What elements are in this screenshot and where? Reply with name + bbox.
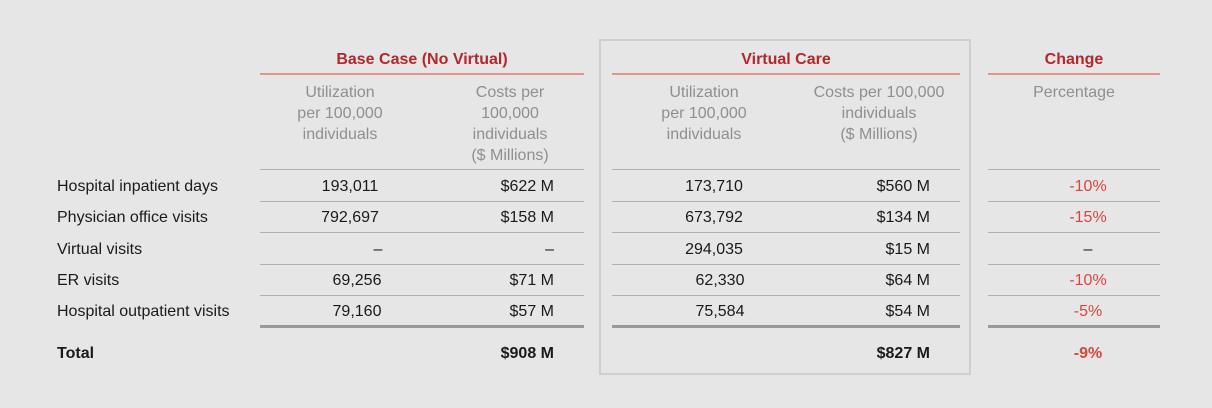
row-sep: [260, 201, 584, 202]
virtual-care-rule: [612, 73, 960, 75]
total-rule-change: [988, 325, 1160, 328]
row-sep: [988, 295, 1160, 296]
virtual-care-box: [599, 39, 971, 375]
row-sep: [988, 264, 1160, 265]
cell-base-util: 193,011: [321, 178, 379, 195]
cell-base-cost: –: [545, 241, 554, 258]
cell-change: -5%: [1073, 303, 1103, 320]
header-line-vc: [612, 169, 960, 170]
base-case-title: Base Case (No Virtual): [336, 51, 508, 68]
header-line-change: [988, 169, 1160, 170]
row-sep: [988, 201, 1160, 202]
base-cost-header: Costs per 100,000 individuals ($ Million…: [471, 84, 549, 164]
row-sep: [260, 264, 584, 265]
total-base-cost: $908 M: [500, 345, 554, 362]
cell-base-cost: $57 M: [509, 303, 554, 320]
cell-vc-util: 173,710: [685, 178, 743, 195]
vc-util-header: Utilization per 100,000 individuals: [661, 84, 747, 143]
cell-change: -10%: [1069, 178, 1107, 195]
vc-cost-header: Costs per 100,000 individuals ($ Million…: [813, 84, 945, 143]
cell-base-util: 792,697: [321, 209, 379, 226]
change-title: Change: [1044, 51, 1104, 68]
cell-vc-cost: $15 M: [885, 241, 930, 258]
total-change: -9%: [1073, 345, 1103, 362]
virtual-care-title: Virtual Care: [741, 51, 831, 68]
cell-vc-util: 62,330: [695, 272, 745, 289]
cell-base-util: 79,160: [332, 303, 382, 320]
total-rule-base: [260, 325, 584, 328]
row-sep: [612, 295, 960, 296]
row-label-er: ER visits: [57, 272, 120, 289]
row-sep: [612, 264, 960, 265]
total-vc-cost: $827 M: [876, 345, 930, 362]
row-label-physician: Physician office visits: [57, 209, 208, 226]
row-label-outpatient: Hospital outpatient visits: [57, 303, 230, 320]
cell-vc-util: 294,035: [685, 241, 743, 258]
cell-base-cost: $622 M: [500, 178, 554, 195]
cell-vc-cost: $560 M: [876, 178, 930, 195]
row-label-virtual: Virtual visits: [57, 241, 143, 258]
row-label-inpatient: Hospital inpatient days: [57, 178, 218, 195]
base-util-header: Utilization per 100,000 individuals: [297, 84, 383, 143]
row-sep: [260, 232, 584, 233]
row-sep: [260, 295, 584, 296]
cell-change: -15%: [1069, 209, 1107, 226]
cell-change: –: [1083, 241, 1093, 258]
cell-change: -10%: [1069, 272, 1107, 289]
cell-vc-util: 75,584: [695, 303, 745, 320]
total-rule-vc: [612, 325, 960, 328]
cell-base-util: –: [373, 241, 383, 258]
cell-vc-cost: $54 M: [885, 303, 930, 320]
row-sep: [612, 201, 960, 202]
change-rule: [988, 73, 1160, 75]
row-sep: [612, 232, 960, 233]
base-case-rule: [260, 73, 584, 75]
cell-base-util: 69,256: [332, 272, 382, 289]
cell-vc-util: 673,792: [685, 209, 743, 226]
total-label: Total: [57, 345, 95, 362]
cell-base-cost: $71 M: [509, 272, 554, 289]
header-line-base: [260, 169, 584, 170]
row-sep: [988, 232, 1160, 233]
cell-vc-cost: $134 M: [876, 209, 930, 226]
cell-vc-cost: $64 M: [885, 272, 930, 289]
change-header: Percentage: [1033, 84, 1115, 101]
cell-base-cost: $158 M: [500, 209, 554, 226]
